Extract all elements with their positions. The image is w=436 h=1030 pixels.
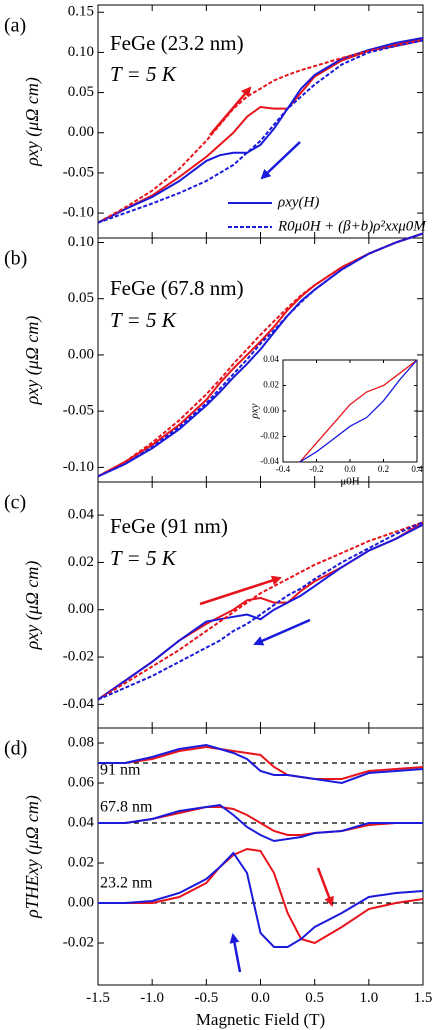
arrow-down — [316, 867, 334, 907]
x-tick-label: 0.2 — [378, 464, 389, 474]
y-axis-label: ρTHExy (μΩ cm) — [22, 795, 43, 919]
series-line — [98, 847, 424, 945]
inset-y-label: ρxy — [249, 403, 261, 419]
arrow-down — [253, 618, 311, 646]
y-tick-label: -0.02 — [260, 431, 279, 441]
y-tick-label: -0.05 — [63, 164, 94, 180]
y-tick-label: 0.00 — [68, 346, 94, 362]
annotation: FeGe (23.2 nm) — [110, 31, 244, 55]
y-tick-label: 0.10 — [68, 44, 94, 60]
y-tick-label: -0.02 — [63, 648, 94, 664]
curve-label: 91 nm — [100, 762, 141, 779]
y-tick-label: 0.06 — [68, 774, 95, 790]
y-tick-label: 0.05 — [68, 290, 94, 306]
y-tick-label: 0.02 — [68, 554, 94, 570]
legend-label: ρxy(H) — [277, 194, 319, 210]
y-tick-label: 0.02 — [68, 854, 94, 870]
y-tick-label: 0.15 — [68, 4, 94, 20]
y-axis-label: ρxy (μΩ cm) — [22, 316, 43, 406]
series-line — [97, 521, 424, 701]
y-tick-label: -0.04 — [260, 456, 279, 466]
y-tick-label: -0.04 — [63, 696, 95, 712]
y-axis-label: ρxy (μΩ cm) — [22, 77, 43, 167]
y-tick-label: 0.04 — [68, 814, 95, 830]
y-tick-label: -0.02 — [63, 934, 94, 950]
y-tick-label: -0.10 — [63, 205, 94, 221]
y-tick-label: -0.05 — [63, 403, 94, 419]
curve-label: 67.8 nm — [100, 799, 153, 816]
series-line — [97, 39, 424, 224]
series-line — [97, 39, 424, 224]
x-tick-label: 0.4 — [411, 464, 423, 474]
y-tick-label: 0.00 — [68, 601, 94, 617]
y-tick-label: 0.04 — [263, 354, 279, 364]
series-line — [98, 743, 424, 785]
x-tick-label: -1.0 — [140, 990, 164, 1006]
panel-label: (d) — [4, 738, 27, 760]
x-tick-label: -1.5 — [86, 990, 110, 1006]
annotation: T = 5 K — [110, 62, 177, 86]
annotation: FeGe (91 nm) — [110, 514, 228, 538]
annotation: FeGe (67.8 nm) — [110, 276, 244, 300]
annotation: T = 5 K — [110, 546, 177, 570]
x-tick-label: 0.0 — [344, 464, 356, 474]
y-tick-label: 0.00 — [68, 124, 94, 140]
plot-frame — [97, 727, 424, 986]
y-tick-label: 0.02 — [263, 380, 279, 390]
x-axis-label: Magnetic Field (T) — [196, 1010, 325, 1029]
x-tick-label: 0.0 — [251, 990, 270, 1006]
y-axis-label: ρxy (μΩ cm) — [22, 561, 43, 651]
y-tick-label: 0.08 — [68, 734, 94, 750]
series-line — [97, 37, 424, 224]
x-tick-label: -0.2 — [309, 464, 323, 474]
y-tick-label: 0.04 — [68, 507, 95, 523]
x-tick-label: -0.4 — [276, 464, 291, 474]
arrow-up — [199, 575, 282, 606]
legend-label: R0μ0H + (β+b)ρ²xxμ0M — [277, 218, 427, 234]
arrow-up — [229, 933, 242, 973]
panel-label: (c) — [4, 492, 26, 514]
panel-label: (a) — [4, 15, 26, 37]
series-line — [97, 523, 424, 701]
series-line — [98, 745, 424, 780]
arrow-down — [260, 141, 301, 180]
annotation: T = 5 K — [110, 308, 177, 332]
x-tick-label: -0.5 — [194, 990, 218, 1006]
series-line — [97, 232, 424, 478]
series-line — [97, 521, 424, 701]
x-tick-label: 1.5 — [414, 990, 433, 1006]
curve-label: 23.2 nm — [100, 875, 153, 892]
series-line — [98, 803, 423, 843]
x-tick-label: 0.5 — [305, 990, 324, 1006]
y-tick-label: 0.00 — [68, 894, 94, 910]
y-tick-label: -0.10 — [63, 459, 94, 475]
series-line — [98, 851, 424, 948]
y-tick-label: 0.00 — [263, 405, 279, 415]
y-tick-label: 0.10 — [68, 234, 94, 250]
series-line — [97, 232, 424, 478]
series-line — [299, 359, 418, 463]
panel-label: (b) — [4, 248, 27, 270]
x-tick-label: 1.0 — [359, 990, 378, 1006]
y-tick-label: 0.05 — [68, 84, 94, 100]
series-line — [299, 359, 418, 463]
